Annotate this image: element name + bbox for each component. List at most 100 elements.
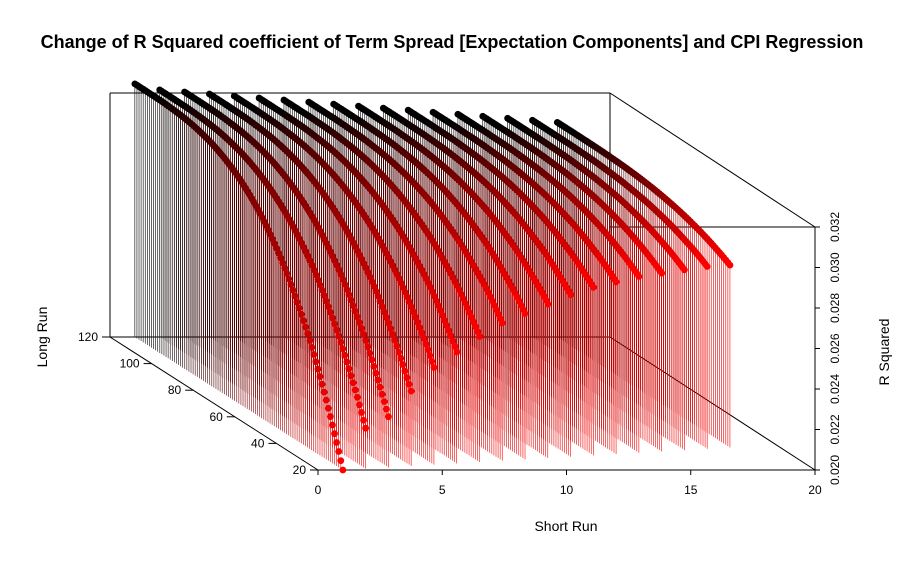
- data-point-0-15: [308, 344, 315, 351]
- y-tick-label-0: 20: [293, 463, 307, 477]
- data-point-1-14: [333, 326, 340, 333]
- y-tick-label-2: 60: [209, 410, 223, 424]
- data-point-1-11: [339, 345, 346, 352]
- data-point-1-15: [331, 320, 338, 327]
- data-point-0-10: [319, 381, 326, 388]
- data-point-0-23: [292, 293, 299, 300]
- data-point-1-0: [362, 425, 369, 432]
- data-point-0-11: [317, 373, 324, 380]
- z-tick-label-4: 0.028: [828, 293, 842, 323]
- data-point-3-3: [402, 368, 409, 375]
- data-point-0-3: [333, 439, 340, 446]
- data-point-17-0: [727, 262, 734, 269]
- data-point-0-20: [298, 311, 305, 318]
- data-point-1-4: [354, 394, 361, 401]
- data-point-2-13: [358, 325, 365, 332]
- data-point-0-12: [314, 366, 321, 373]
- data-point-3-6: [395, 349, 402, 356]
- data-point-4-3: [424, 346, 431, 353]
- data-point-2-1: [383, 406, 390, 413]
- data-point-1-1: [360, 417, 367, 424]
- data-point-13-0: [635, 273, 642, 280]
- data-point-2-9: [366, 350, 373, 357]
- x-tick-label-1: 5: [439, 483, 446, 497]
- z-tick-label-1: 0.022: [828, 414, 842, 444]
- data-point-8-0: [522, 310, 529, 317]
- data-point-0-16: [306, 337, 313, 344]
- data-point-2-10: [364, 343, 371, 350]
- data-point-2-4: [377, 384, 384, 391]
- z-tick-label-0: 0.020: [828, 455, 842, 485]
- data-point-6-0: [476, 333, 483, 340]
- data-point-11-0: [590, 284, 597, 291]
- x-axis-label: Short Run: [534, 518, 597, 534]
- data-point-0-21: [296, 305, 303, 312]
- data-point-3-7: [393, 343, 400, 350]
- y-tick-label-3: 80: [168, 383, 182, 397]
- data-point-1-2: [358, 409, 365, 416]
- data-point-1-17: [327, 309, 334, 316]
- x-tick-label-0: 0: [315, 483, 322, 497]
- data-point-1-5: [352, 387, 359, 394]
- data-point-3-5: [397, 355, 404, 362]
- z-tick-label-2: 0.024: [828, 374, 842, 404]
- data-point-0-24: [290, 287, 297, 294]
- data-point-3-9: [389, 331, 396, 338]
- data-point-4-1: [428, 358, 435, 365]
- z-axis-label: R Squared: [876, 319, 892, 386]
- data-point-1-16: [329, 314, 336, 321]
- data-point-1-8: [346, 365, 353, 372]
- y-tick-label-4: 100: [120, 357, 140, 371]
- data-point-3-8: [391, 337, 398, 344]
- data-point-3-0: [408, 388, 415, 395]
- data-point-0-18: [302, 324, 309, 331]
- data-point-2-2: [381, 398, 388, 405]
- y-tick-label-1: 40: [251, 436, 265, 450]
- data-point-2-0: [385, 413, 392, 420]
- data-point-2-3: [379, 391, 386, 398]
- data-point-14-0: [658, 270, 665, 277]
- z-tick-label-5: 0.030: [828, 252, 842, 282]
- data-point-2-11: [362, 337, 369, 344]
- data-point-1-6: [350, 379, 357, 386]
- data-point-3-4: [399, 361, 406, 368]
- data-point-16-0: [704, 263, 711, 270]
- data-point-2-7: [370, 363, 377, 370]
- data-point-5-0: [453, 349, 460, 356]
- data-point-0-0: [339, 467, 346, 474]
- data-point-0-1: [337, 457, 344, 464]
- data-point-4-0: [431, 364, 438, 371]
- data-point-0-22: [294, 299, 301, 306]
- data-point-1-10: [341, 352, 348, 359]
- data-point-3-1: [406, 381, 413, 388]
- z-tick-label-3: 0.026: [828, 333, 842, 363]
- y-tick-label-5: 120: [78, 330, 98, 344]
- data-point-1-7: [348, 372, 355, 379]
- data-point-0-9: [321, 389, 328, 396]
- data-point-1-9: [344, 359, 351, 366]
- data-point-9-0: [544, 301, 551, 308]
- data-point-2-14: [356, 319, 363, 326]
- data-point-15-0: [681, 266, 688, 273]
- data-point-10-0: [567, 291, 574, 298]
- z-tick-label-6: 0.032: [828, 212, 842, 242]
- data-point-2-8: [368, 356, 375, 363]
- data-point-0-5: [329, 422, 336, 429]
- data-point-2-5: [375, 377, 382, 384]
- data-point-1-12: [337, 339, 344, 346]
- chart-title: Change of R Squared coefficient of Term …: [41, 32, 864, 52]
- data-point-2-12: [360, 331, 367, 338]
- data-point-3-2: [404, 374, 411, 381]
- data-point-2-6: [373, 370, 380, 377]
- x-tick-label-3: 15: [684, 483, 698, 497]
- data-point-0-19: [300, 317, 307, 324]
- data-point-0-7: [325, 405, 332, 412]
- data-point-0-4: [331, 430, 338, 437]
- x-tick-label-4: 20: [808, 483, 822, 497]
- data-point-0-13: [312, 358, 319, 365]
- data-point-12-0: [613, 279, 620, 286]
- data-point-0-2: [335, 448, 342, 455]
- data-point-0-17: [304, 330, 311, 337]
- data-point-1-13: [335, 333, 342, 340]
